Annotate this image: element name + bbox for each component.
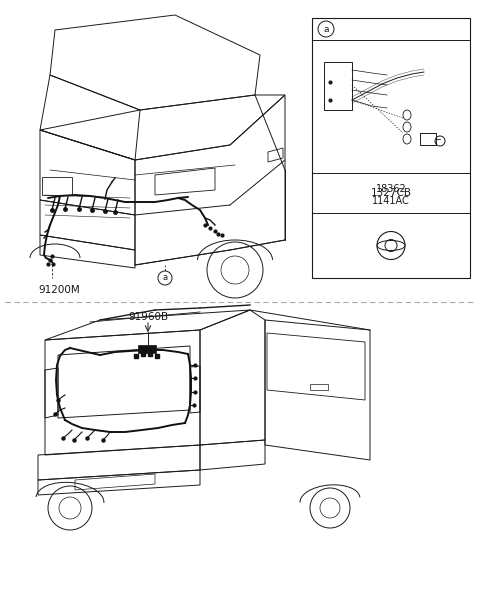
Bar — [138, 345, 156, 353]
Text: a: a — [162, 274, 168, 282]
Text: 1327CB: 1327CB — [371, 188, 411, 198]
Bar — [420, 133, 436, 145]
Bar — [324, 62, 352, 110]
Bar — [312, 18, 470, 278]
Text: 91960B: 91960B — [128, 312, 168, 322]
Circle shape — [158, 271, 172, 285]
Bar — [310, 384, 328, 390]
Text: 91200M: 91200M — [38, 285, 80, 295]
Text: 1141AC: 1141AC — [372, 196, 410, 206]
Text: 18362: 18362 — [376, 184, 407, 194]
Text: a: a — [323, 25, 329, 34]
Circle shape — [318, 21, 334, 37]
Bar — [42, 177, 72, 195]
